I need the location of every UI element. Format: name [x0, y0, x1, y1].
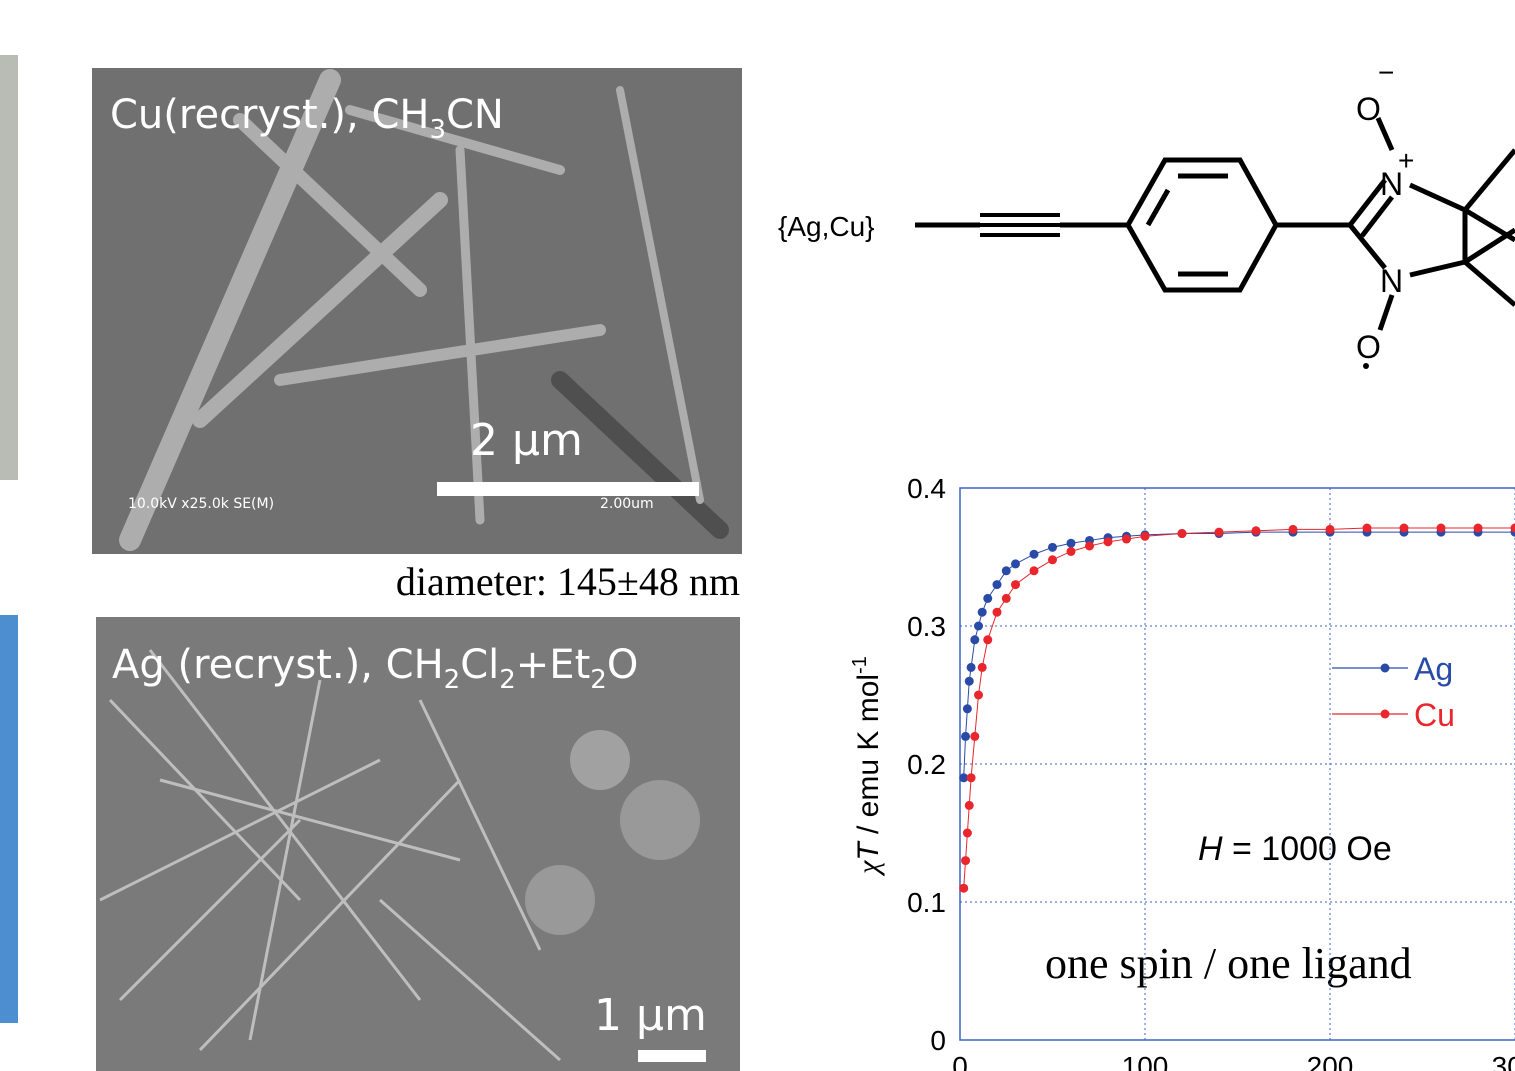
data-point [965, 801, 974, 810]
data-point [1067, 539, 1076, 548]
data-point [983, 635, 992, 644]
label-part: Cu(recryst.), CH [110, 92, 429, 138]
label-sub: 3 [429, 115, 446, 145]
photo-strip [0, 55, 18, 480]
image-label: Ag (recryst.), CH2Cl2+Et2O [112, 642, 638, 695]
data-point [970, 732, 979, 741]
sem-image-ag: Ag (recryst.), CH2Cl2+Et2O 1 μm [96, 617, 740, 1071]
data-point [967, 663, 976, 672]
legend-marker [1381, 710, 1390, 719]
label-part: Ag (recryst.), CH [112, 642, 444, 688]
label-sup: -1 [849, 656, 871, 674]
annotation: one spin / one ligand [1045, 939, 1412, 988]
data-point [978, 608, 987, 617]
y-axis-label: χT / emu K mol-1 [849, 656, 885, 877]
legend-label: Cu [1414, 697, 1455, 733]
data-point [961, 732, 970, 741]
scale-bar-label: 1 μm [594, 990, 707, 1041]
y-tick-label: 0.4 [907, 473, 946, 504]
data-point [1011, 559, 1020, 568]
y-tick-label: 0.1 [907, 887, 946, 918]
data-point [1048, 555, 1057, 564]
structure [915, 118, 1515, 330]
data-point [959, 884, 968, 893]
data-point [967, 773, 976, 782]
data-point [970, 635, 979, 644]
metal-label: {Ag,Cu} [778, 211, 875, 242]
label-part: CN [446, 92, 504, 138]
instrument-text: 10.0kV x25.0k SE(M) [128, 496, 274, 512]
data-point [1030, 550, 1039, 559]
scale-bar-label: 2 μm [470, 415, 583, 466]
data-point [1085, 541, 1094, 550]
data-point [1011, 580, 1020, 589]
atom: N [1380, 263, 1403, 299]
y-tick-label: 0.3 [907, 611, 946, 642]
atom: O [1356, 91, 1381, 127]
data-point [974, 622, 983, 631]
label-part: / emu K mol [852, 674, 885, 842]
data-point [993, 608, 1002, 617]
data-point [1122, 535, 1131, 544]
data-point [1067, 547, 1076, 556]
legend-label: Ag [1414, 651, 1453, 687]
x-tick-label: 100 [1122, 1051, 1169, 1071]
charge: − [1378, 57, 1394, 88]
structure-labels: {Ag,Cu} O N N O − + [778, 57, 1414, 369]
label-sub: 2 [590, 665, 607, 695]
x-tick-label: 200 [1307, 1051, 1354, 1071]
data-point [978, 663, 987, 672]
label-sub: 2 [444, 665, 461, 695]
x-tick-label: 300 [1492, 1051, 1515, 1071]
label-sub: 2 [499, 665, 516, 695]
data-point [1326, 525, 1335, 534]
label-part: = 1000 Oe [1223, 830, 1392, 868]
data-point [1215, 528, 1224, 537]
x-tick-label: 0 [952, 1051, 968, 1071]
data-point [993, 580, 1002, 589]
sem-image-cu: Cu(recryst.), CH3CN 2 μm 10.0kV x25.0k S… [92, 68, 742, 554]
data-point [1030, 566, 1039, 575]
data-point [1400, 524, 1409, 533]
data-point [1289, 525, 1298, 534]
data-point [1141, 532, 1150, 541]
data-point [1002, 594, 1011, 603]
y-tick-label: 0 [930, 1025, 946, 1056]
data-point [983, 594, 992, 603]
data-point [1178, 529, 1187, 538]
diameter-text: diameter: 145±48 nm [396, 559, 740, 604]
data-point [1474, 524, 1483, 533]
data-point [1048, 543, 1057, 552]
annotation: H = 1000 Oe [1198, 830, 1392, 868]
y-tick-label: 0.2 [907, 749, 946, 780]
label-part: Cl [460, 642, 499, 688]
atom: O [1356, 329, 1381, 365]
data-point [961, 856, 970, 865]
slide: Cu(recryst.), CH3CN 2 μm 10.0kV x25.0k S… [0, 0, 1515, 1071]
data-point [963, 704, 972, 713]
data-point [965, 677, 974, 686]
data-point [963, 829, 972, 838]
data-point [1002, 566, 1011, 575]
label-part: H [1198, 830, 1223, 868]
label-part: O [607, 642, 638, 688]
charge: + [1398, 145, 1414, 176]
data-point [1252, 526, 1261, 535]
legend-marker [1381, 664, 1390, 673]
data-point [1104, 537, 1113, 546]
photo-strip [0, 615, 18, 1023]
data-point [1437, 524, 1446, 533]
data-point [1363, 524, 1372, 533]
label-part: +Et [516, 642, 590, 688]
scale-text: 2.00um [600, 496, 654, 512]
data-point [974, 691, 983, 700]
label-part: χ [852, 860, 885, 877]
